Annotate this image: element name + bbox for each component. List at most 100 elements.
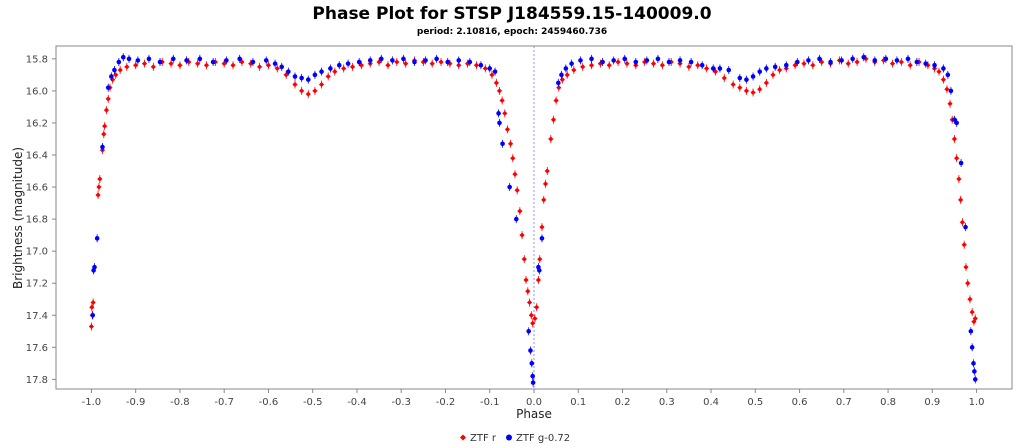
data-point <box>666 59 672 65</box>
data-point <box>507 184 512 190</box>
data-point <box>493 80 499 86</box>
y-axis: 15.8 16.0 16.2 16.4 16.6 16.8 17.0 17.2 17.4 17.6… <box>26 54 56 386</box>
data-point <box>744 77 749 82</box>
data-point <box>578 58 583 63</box>
data-point <box>367 58 373 63</box>
data-point <box>412 59 417 65</box>
data-point <box>550 117 557 123</box>
data-point <box>954 120 959 126</box>
data-point <box>168 61 174 67</box>
data-point <box>571 67 577 73</box>
data-point <box>356 59 362 65</box>
data-point <box>89 304 95 310</box>
data-point <box>325 73 331 80</box>
x-tick-label: -1.0 <box>82 397 102 408</box>
data-point <box>497 120 502 126</box>
data-point <box>810 62 816 68</box>
data-point <box>528 348 533 353</box>
x-tick-label: 0.6 <box>792 397 808 408</box>
data-point <box>507 141 514 147</box>
x-tick-label: -0.8 <box>170 397 190 408</box>
legend-item-ztf-r: ZTF r <box>460 433 497 444</box>
data-point <box>510 155 516 161</box>
data-point <box>967 296 973 302</box>
x-tick-label: -0.3 <box>391 397 411 408</box>
data-point <box>465 61 471 67</box>
data-point <box>95 192 101 198</box>
data-point <box>496 111 501 116</box>
data-point <box>721 75 727 81</box>
data-point <box>819 59 825 65</box>
x-tick-label: -0.7 <box>214 397 234 408</box>
data-point <box>580 64 586 70</box>
data-point <box>530 380 536 385</box>
data-point <box>963 224 968 230</box>
data-point <box>177 62 183 68</box>
data-point <box>345 61 351 66</box>
data-point <box>615 59 621 65</box>
data-point <box>532 315 538 322</box>
data-point <box>184 58 189 63</box>
x-tick-label: 0.7 <box>836 397 852 408</box>
data-point <box>250 59 256 65</box>
data-point <box>854 59 860 65</box>
data-point <box>559 72 564 78</box>
data-point <box>688 59 694 65</box>
data-point <box>972 315 978 322</box>
x-tick-label: -0.5 <box>303 397 323 408</box>
x-tick-label: 0.8 <box>880 397 896 408</box>
data-point <box>956 176 962 182</box>
y-tick-label: 16.4 <box>26 150 48 161</box>
data-point <box>438 59 444 65</box>
data-point <box>959 219 966 225</box>
data-point <box>456 62 462 68</box>
data-point <box>256 64 263 70</box>
data-point <box>499 97 505 104</box>
data-point <box>945 72 951 78</box>
data-point <box>482 65 488 72</box>
data-point <box>496 88 503 94</box>
data-point <box>622 56 628 62</box>
data-point <box>101 131 107 137</box>
data-point <box>224 58 229 63</box>
data-point <box>770 72 776 78</box>
data-point <box>126 56 132 62</box>
data-point <box>512 171 518 177</box>
data-point <box>947 101 953 107</box>
x-tick-label: -0.9 <box>126 397 146 408</box>
data-point <box>801 61 807 67</box>
data-point <box>972 369 977 374</box>
data-point <box>958 197 964 203</box>
chart-title: Phase Plot for STSP J184559.15-140009.0 <box>312 4 711 24</box>
data-point <box>863 56 869 62</box>
data-point <box>710 66 716 71</box>
data-point <box>272 61 278 66</box>
data-point <box>487 66 493 71</box>
data-point <box>109 74 114 79</box>
data-point <box>312 72 318 78</box>
data-point <box>504 126 511 132</box>
x-axis-title: Phase <box>516 407 552 421</box>
y-tick-label: 16.2 <box>26 118 48 129</box>
data-point <box>500 141 505 147</box>
data-point <box>103 107 110 113</box>
data-point <box>135 58 141 63</box>
data-point <box>473 62 480 68</box>
data-point <box>429 61 435 67</box>
x-tick-label: -0.4 <box>347 397 367 408</box>
data-point <box>839 58 844 63</box>
data-point <box>279 64 285 70</box>
data-point <box>963 264 969 270</box>
data-point <box>467 59 473 65</box>
plot-area <box>55 45 1013 390</box>
data-point <box>210 59 216 65</box>
data-point <box>105 85 111 90</box>
data-point <box>517 208 523 214</box>
data-point <box>606 62 612 68</box>
data-point <box>958 160 964 166</box>
data-point <box>968 328 974 334</box>
data-point <box>553 97 559 104</box>
data-point <box>529 361 535 366</box>
data-point <box>519 232 525 238</box>
data-point <box>828 59 833 65</box>
